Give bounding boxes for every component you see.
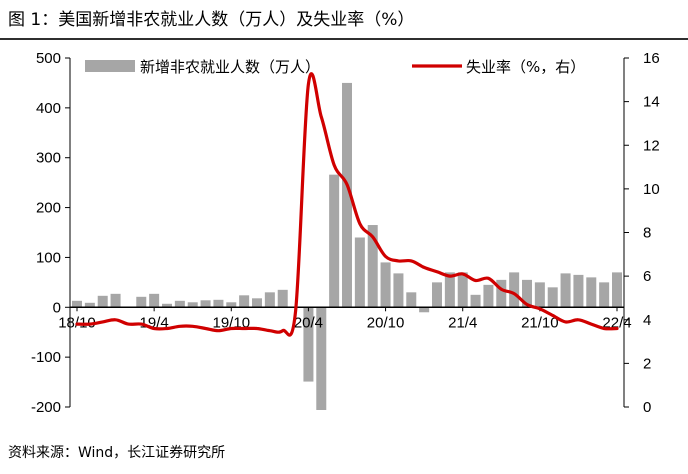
- bar: [277, 289, 288, 308]
- left-axis-tick-label: 0: [53, 299, 61, 316]
- bar: [213, 299, 224, 308]
- bar: [226, 302, 237, 308]
- bar: [547, 287, 558, 308]
- bar: [496, 279, 507, 308]
- bar: [149, 293, 160, 308]
- bar: [586, 277, 597, 308]
- right-axis-tick-label: 16: [643, 50, 660, 67]
- legend-label-bar: 新增非农就业人数（万人）: [140, 58, 320, 76]
- bar: [367, 225, 378, 308]
- left-axis-tick-label: -200: [31, 399, 61, 416]
- bar: [599, 282, 610, 308]
- bar: [573, 274, 584, 308]
- x-axis-tick-label: 21/10: [521, 314, 559, 331]
- unemployment-rate-line: [75, 72, 619, 337]
- bar: [560, 273, 571, 308]
- right-axis-tick-label: 12: [643, 137, 660, 154]
- left-axis-tick-label: 200: [36, 200, 61, 217]
- right-axis-tick-label: 14: [643, 94, 660, 111]
- left-axis-tick-label: -100: [31, 349, 61, 366]
- x-axis-tick-label: 22/4: [602, 314, 631, 331]
- bar: [342, 82, 352, 308]
- bar: [264, 292, 275, 308]
- bar: [252, 298, 262, 308]
- right-axis-tick-label: 4: [643, 312, 651, 329]
- bar: [393, 273, 404, 308]
- right-axis-tick-label: 2: [643, 355, 651, 372]
- bar: [534, 282, 545, 308]
- bar: [200, 300, 211, 308]
- bar: [316, 307, 327, 410]
- bar: [470, 294, 481, 308]
- bar: [136, 296, 147, 308]
- bar: [174, 300, 185, 308]
- left-axis-tick-label: 300: [36, 150, 61, 167]
- legend-swatch-bar: [85, 60, 135, 72]
- bar: [110, 293, 121, 308]
- title-divider: [0, 38, 688, 40]
- chart-title: 图 1：美国新增非农就业人数（万人）及失业率（%）: [8, 10, 415, 30]
- bar: [329, 174, 340, 308]
- right-axis-tick-label: 10: [643, 181, 660, 198]
- bar: [509, 272, 520, 308]
- x-axis-tick-label: 20/10: [367, 314, 405, 331]
- bar: [612, 272, 622, 308]
- bar: [380, 262, 391, 308]
- bar: [187, 302, 198, 308]
- bar: [97, 295, 108, 308]
- bar: [354, 237, 365, 308]
- x-axis-tick-label: 20/4: [294, 314, 323, 331]
- bar: [72, 300, 82, 308]
- bar: [239, 295, 250, 308]
- bar: [419, 307, 430, 313]
- bar: [84, 302, 95, 308]
- right-axis-tick-label: 8: [643, 225, 651, 242]
- bar: [406, 292, 417, 308]
- bar: [444, 272, 455, 308]
- bar: [432, 282, 442, 308]
- bar: [483, 284, 494, 308]
- bar: [162, 303, 172, 308]
- bar: [303, 307, 314, 382]
- x-axis-tick-label: 21/4: [448, 314, 477, 331]
- left-axis-tick-label: 500: [36, 50, 61, 67]
- source-note: 资料来源：Wind，长江证券研究所: [8, 445, 226, 461]
- bar: [457, 272, 468, 308]
- right-axis-tick-label: 0: [643, 399, 651, 416]
- left-axis-tick-label: 100: [36, 249, 61, 266]
- left-axis-tick-label: 400: [36, 100, 61, 117]
- legend-label-line: 失业率（%，右）: [466, 58, 585, 76]
- bar: [522, 279, 532, 308]
- right-axis-tick-label: 6: [643, 268, 651, 285]
